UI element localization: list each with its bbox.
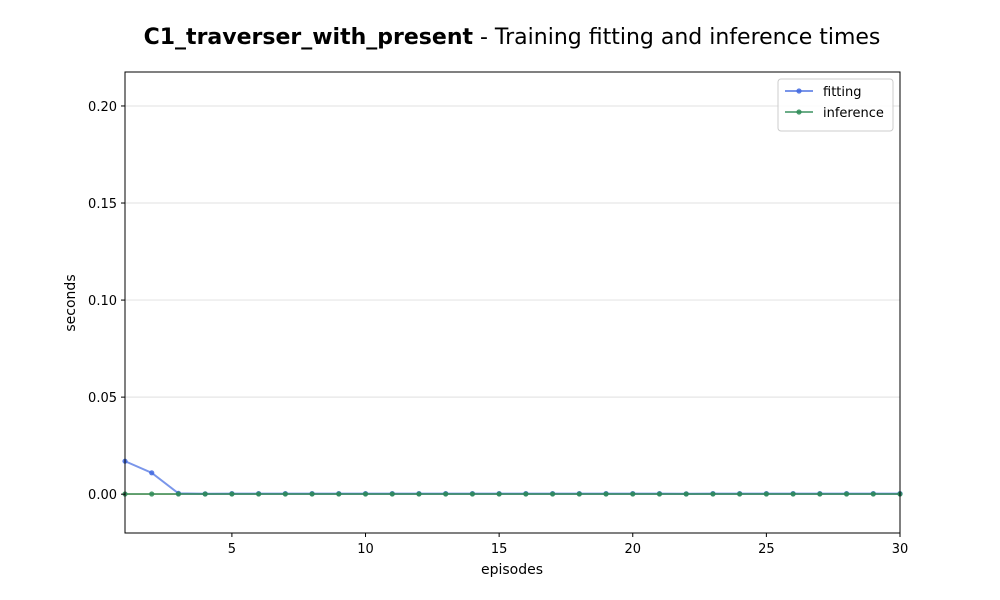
data-point-inference [843,491,850,497]
legend-marker-fitting [796,88,802,94]
y-tick-label: 0.20 [88,100,117,115]
data-point-inference [336,491,342,497]
data-point-inference [496,491,502,497]
data-point-inference [149,491,155,497]
legend-marker-inference [796,109,802,115]
data-point-inference [870,491,876,497]
legend-label-fitting: fitting [823,85,862,100]
data-point-inference [817,491,823,497]
data-point-inference [656,491,663,497]
x-tick-label: 5 [228,542,236,557]
x-tick-label: 10 [357,542,374,557]
data-point-inference [683,491,689,497]
data-point-inference [790,491,796,497]
data-point-inference [229,491,235,497]
data-point-inference [389,491,395,497]
data-point-inference [523,491,529,497]
data-point-inference [469,491,476,497]
y-axis-label: seconds [63,274,79,331]
data-point-inference [256,491,262,497]
data-point-inference [549,491,556,497]
series-line-fitting [124,460,900,495]
data-point-inference [416,491,422,497]
data-point-inference [737,491,743,497]
y-tick-label: 0.05 [88,391,117,406]
data-point-inference [362,491,369,497]
data-point-inference [282,491,288,497]
chart-title-sub: - Training fitting and inference times [473,25,880,50]
legend-label-inference: inference [823,106,884,121]
x-axis-label: episodes [481,562,543,578]
data-point-fitting [149,470,155,476]
chart-title: C1_traverser_with_present - Training fit… [144,25,881,50]
data-point-inference [576,491,582,497]
x-tick-label: 20 [624,542,641,557]
data-point-inference [763,491,769,497]
data-point-inference [603,491,609,497]
data-point-inference [710,491,716,497]
y-tick-label: 0.15 [88,197,117,212]
data-point-inference [175,491,182,497]
chart-title-main: C1_traverser_with_present [144,25,474,50]
x-tick-label: 15 [491,542,508,557]
data-point-inference [630,491,636,497]
x-tick-label: 25 [758,542,775,557]
y-tick-label: 0.10 [88,294,117,309]
plot-frame [124,71,901,534]
data-point-inference [202,491,208,497]
data-point-inference [443,491,449,497]
data-point-inference [309,491,315,497]
x-tick-label: 30 [892,542,909,557]
plot-area: 5 10 15 20 25 30 0.00 0.05 0.10 0.15 0.20 fitting in… [88,71,909,557]
y-tick-label: 0.00 [88,488,117,503]
